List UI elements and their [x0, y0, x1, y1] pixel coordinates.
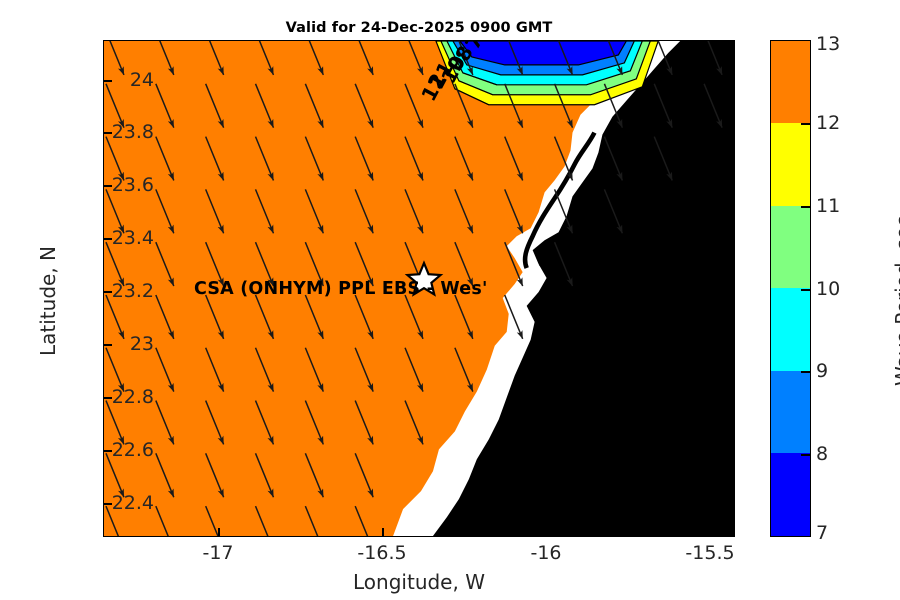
ytick-label-24: 24: [129, 69, 154, 91]
site-annotation-label: CSA (ONHYM) PPL EBS - Wes': [194, 279, 488, 299]
colorbar-tick-12: 12: [816, 112, 841, 134]
ytick-mark: [103, 185, 112, 187]
y-axis-title: Latitude, N: [36, 246, 60, 356]
ytick-label-22-4: 22.4: [111, 492, 154, 514]
ytick-mark-right: [726, 185, 735, 187]
ytick-mark-right: [726, 397, 735, 399]
xtick-label-16: -16: [530, 542, 562, 564]
ytick-mark-right: [726, 503, 735, 505]
colorbar-tick-11: 11: [816, 195, 841, 217]
colorbar-tickmark: [801, 454, 811, 456]
ytick-label-22-8: 22.8: [111, 386, 154, 408]
xtick-mark: [710, 528, 712, 537]
xtick-label-17: -17: [202, 542, 234, 564]
colorbar-tickmark: [801, 371, 811, 373]
colorbar-tick-7: 7: [816, 522, 829, 544]
colorbar-segment-12-13: [771, 41, 810, 124]
ytick-label-23-8: 23.8: [111, 121, 154, 143]
xtick-label-15-5: -15.5: [685, 542, 735, 564]
x-axis-title: Longitude, W: [353, 570, 485, 594]
contour-band-blue: [459, 41, 628, 66]
ytick-label-23: 23: [129, 333, 154, 355]
colorbar-segment-11-12: [771, 123, 810, 206]
map-plot-area[interactable]: 7 8 9 10 11 12 CSA (ONHYM) PPL EBS - Wes…: [103, 40, 735, 537]
ytick-mark: [103, 80, 112, 82]
ytick-mark-right: [726, 291, 735, 293]
colorbar-tickmark: [801, 206, 811, 208]
ytick-mark: [103, 503, 112, 505]
colorbar-tickmark: [801, 289, 811, 291]
map-canvas: 7 8 9 10 11 12: [104, 41, 734, 536]
landmass: [432, 41, 734, 536]
colorbar-segment-7-8: [771, 453, 810, 536]
wave-direction-vectors: [105, 41, 723, 536]
ytick-mark: [103, 291, 112, 293]
colorbar-segment-10-11: [771, 205, 810, 289]
ytick-mark: [103, 132, 112, 134]
ytick-mark: [103, 397, 112, 399]
colorbar-tick-10: 10: [816, 278, 841, 300]
ytick-mark: [103, 344, 112, 346]
colorbar-tick-13: 13: [816, 33, 841, 55]
xtick-mark: [218, 528, 220, 537]
colorbar[interactable]: [770, 40, 811, 537]
coastline-detail-2: [539, 239, 559, 267]
colorbar-tick-8: 8: [816, 443, 829, 465]
colorbar-tick-9: 9: [816, 360, 829, 382]
xtick-label-16-5: -16.5: [357, 542, 407, 564]
site-star-marker[interactable]: [404, 260, 444, 297]
ytick-label-23-4: 23.4: [111, 227, 154, 249]
chart-title: Valid for 24-Dec-2025 0900 GMT: [285, 20, 553, 36]
ytick-mark: [103, 238, 112, 240]
xtick-mark: [382, 528, 384, 537]
xtick-mark: [546, 528, 548, 537]
colorbar-title: Wave Period, sec: [891, 215, 900, 387]
ytick-label-22-6: 22.6: [111, 439, 154, 461]
colorbar-tickmark: [801, 123, 811, 125]
ytick-label-23-2: 23.2: [111, 280, 154, 302]
coastline-detail: [522, 131, 597, 269]
colorbar-segment-8-9: [771, 370, 810, 454]
colorbar-segment-9-10: [771, 288, 810, 371]
ytick-label-23-6: 23.6: [111, 174, 154, 196]
ytick-mark: [103, 450, 112, 452]
